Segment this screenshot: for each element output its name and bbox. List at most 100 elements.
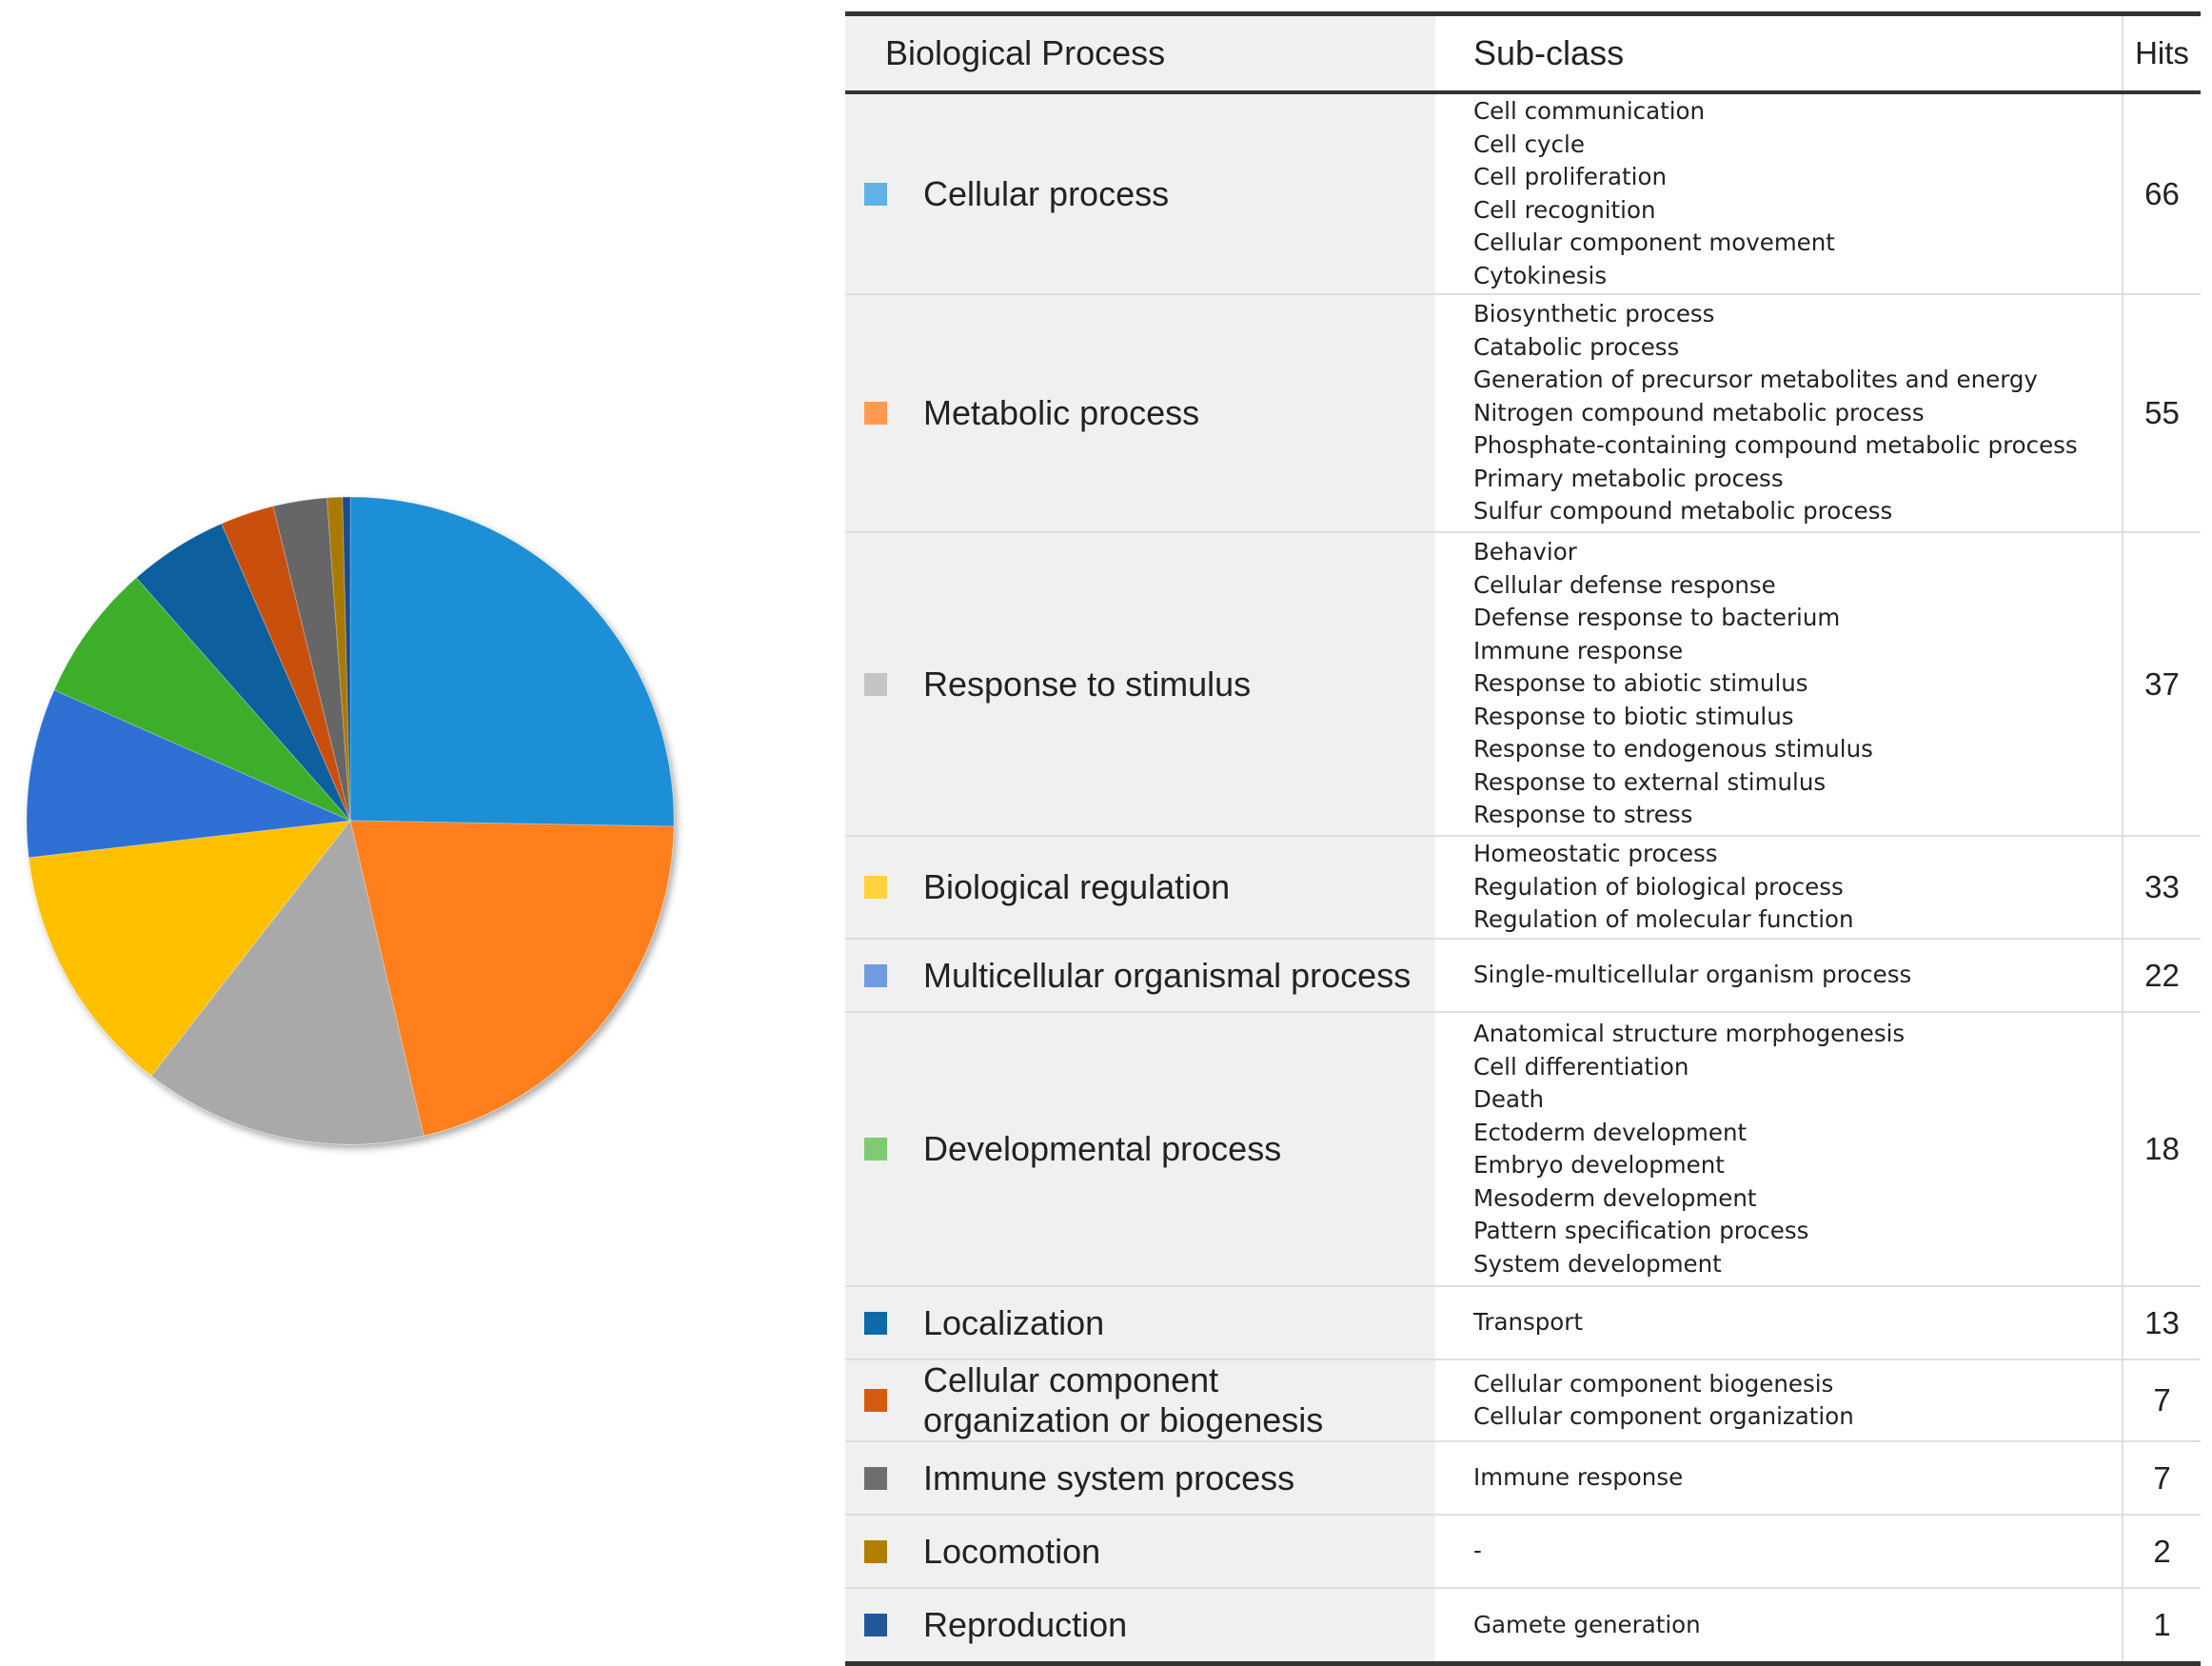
subclass-item: System development bbox=[1473, 1249, 1722, 1278]
pie-slice bbox=[342, 496, 351, 822]
table-row: Reproduction Gamete generation 1 bbox=[845, 1588, 2201, 1663]
subclass-item: Response to abiotic stimulus bbox=[1473, 669, 1808, 698]
pie-slice bbox=[28, 820, 352, 1077]
process-label-line: Metabolic process bbox=[923, 393, 1200, 432]
hits-cell: 22 bbox=[2122, 939, 2201, 1013]
process-label: Locomotion bbox=[923, 1532, 1100, 1572]
process-label: Developmental process bbox=[923, 1129, 1281, 1169]
hits-cell: 18 bbox=[2122, 1012, 2201, 1287]
subclass-cell: Single-multicellular organism process bbox=[1435, 939, 2123, 1013]
table-body: Cellular process Cell communication Cell c… bbox=[845, 92, 2201, 1663]
header-biological-process: Biological Process bbox=[845, 13, 1435, 94]
process-label-line: Immune system process bbox=[923, 1458, 1295, 1497]
legend-swatch bbox=[864, 1539, 887, 1563]
subclass-cell: Cellular component biogenesis Cellular co… bbox=[1435, 1359, 2123, 1442]
legend-swatch bbox=[864, 1389, 887, 1412]
subclass-cell: Behavior Cellular defense response Defense… bbox=[1435, 532, 2123, 837]
legend-swatch bbox=[864, 876, 887, 899]
process-cell: Locomotion bbox=[845, 1515, 1435, 1589]
hits-cell: 33 bbox=[2122, 836, 2201, 940]
table-row: Cellular component organization or biogen… bbox=[845, 1359, 2201, 1442]
process-label-line: Response to stimulus bbox=[923, 664, 1252, 704]
subclass-cell: Immune response bbox=[1435, 1441, 2123, 1516]
subclass-item: Cell differentiation bbox=[1473, 1052, 1689, 1081]
legend-swatch bbox=[864, 402, 887, 425]
subclass-item: Primary metabolic process bbox=[1473, 464, 1784, 492]
table-row: Response to stimulus Behavior Cellular def… bbox=[845, 532, 2201, 837]
subclass-item: Pattern specification process bbox=[1473, 1217, 1809, 1244]
subclass-item: Mesoderm development bbox=[1473, 1183, 1757, 1212]
process-label: Multicellular organismal process bbox=[923, 956, 1411, 996]
process-cell: Biological regulation bbox=[845, 836, 1435, 940]
pie-slice bbox=[53, 577, 351, 822]
subclass-item: Single-multicellular organism process bbox=[1473, 961, 1912, 989]
legend-swatch bbox=[864, 672, 887, 696]
legend-swatch bbox=[864, 182, 887, 206]
process-label: Cellular component organization or biogen… bbox=[923, 1360, 1323, 1440]
process-label-line: Reproduction bbox=[923, 1604, 1128, 1644]
pie-slice bbox=[349, 820, 675, 1137]
subclass-item: Response to endogenous stimulus bbox=[1473, 735, 1873, 764]
subclass-item: Nitrogen compound metabolic process bbox=[1473, 398, 1925, 426]
table-row: Metabolic process Biosynthetic process Cat… bbox=[845, 294, 2201, 533]
subclass-item: Response to stress bbox=[1473, 801, 1693, 829]
subclass-item: Cell communication bbox=[1473, 97, 1706, 125]
legend-swatch bbox=[864, 1613, 887, 1636]
pie-slice bbox=[150, 819, 425, 1145]
table-row: Developmental process Anatomical structur… bbox=[845, 1012, 2201, 1287]
subclass-cell: Transport bbox=[1435, 1286, 2123, 1360]
subclass-cell: Gamete generation bbox=[1435, 1588, 2123, 1663]
legend-swatch bbox=[864, 1311, 887, 1335]
process-label: Cellular process bbox=[923, 174, 1169, 214]
process-cell: Immune system process bbox=[845, 1441, 1435, 1516]
process-cell: Cellular component organization or biogen… bbox=[845, 1359, 1435, 1442]
subclass-item: Catabolic process bbox=[1473, 332, 1680, 361]
process-label: Localization bbox=[923, 1303, 1104, 1343]
table-header-row: Biological Process Sub-class Hits bbox=[845, 13, 2201, 94]
subclass-item: Ectoderm development bbox=[1473, 1118, 1748, 1146]
hits-cell: 55 bbox=[2122, 294, 2201, 533]
process-cell: Metabolic process bbox=[845, 294, 1435, 533]
subclass-cell: - bbox=[1435, 1515, 2123, 1589]
subclass-item: Cell cycle bbox=[1473, 129, 1585, 158]
process-label: Biological regulation bbox=[923, 867, 1230, 907]
pie-chart bbox=[0, 476, 704, 1180]
table-row: Cellular process Cell communication Cell c… bbox=[845, 92, 2201, 295]
subclass-item: Immune response bbox=[1473, 636, 1684, 664]
hits-cell: 66 bbox=[2122, 92, 2201, 295]
subclass-item: Response to external stimulus bbox=[1473, 767, 1827, 796]
process-label-line: Developmental process bbox=[923, 1129, 1282, 1168]
legend-swatch bbox=[864, 1466, 887, 1490]
header-hits: Hits bbox=[2122, 13, 2201, 94]
subclass-item: Death bbox=[1473, 1085, 1545, 1113]
subclass-item: Phosphate-containing compound metabolic … bbox=[1473, 431, 2078, 460]
process-cell: Reproduction bbox=[845, 1588, 1435, 1663]
subclass-cell: Cell communication Cell cycle Cell prolife… bbox=[1435, 92, 2123, 295]
pie-slice bbox=[26, 689, 352, 859]
subclass-item: Sulfur compound metabolic process bbox=[1473, 497, 1893, 526]
process-label-line: Cellular component bbox=[923, 1360, 1219, 1399]
subclass-item: Homeostatic process bbox=[1473, 840, 1718, 868]
pie-chart-svg bbox=[26, 496, 675, 1145]
process-label-line: Localization bbox=[923, 1302, 1105, 1342]
subclass-item: Response to biotic stimulus bbox=[1473, 702, 1794, 730]
subclass-item: Cell proliferation bbox=[1473, 163, 1667, 190]
process-label: Metabolic process bbox=[923, 393, 1199, 433]
process-cell: Cellular process bbox=[845, 92, 1435, 295]
subclass-item: Cell recognition bbox=[1473, 195, 1656, 224]
subclass-item: Generation of precursor metabolites and … bbox=[1473, 366, 2038, 394]
hits-cell: 7 bbox=[2122, 1441, 2201, 1516]
hits-cell: 2 bbox=[2122, 1515, 2201, 1589]
subclass-item: Cytokinesis bbox=[1473, 261, 1608, 289]
legend-swatch bbox=[864, 1138, 887, 1160]
process-label-line: Locomotion bbox=[923, 1531, 1101, 1571]
subclass-item: Anatomical structure morphogenesis bbox=[1473, 1020, 1906, 1047]
subclass-item: Behavior bbox=[1473, 538, 1577, 566]
subclass-item: Defense response to bacterium bbox=[1473, 604, 1841, 632]
subclass-cell: Anatomical structure morphogenesis Cell d… bbox=[1435, 1012, 2123, 1287]
process-label-line: Cellular process bbox=[923, 173, 1170, 213]
table-row: Multicellular organismal process Single-m… bbox=[845, 939, 2201, 1013]
process-cell: Localization bbox=[845, 1286, 1435, 1360]
hits-cell: 37 bbox=[2122, 532, 2201, 837]
subclass-item: Immune response bbox=[1473, 1463, 1684, 1492]
